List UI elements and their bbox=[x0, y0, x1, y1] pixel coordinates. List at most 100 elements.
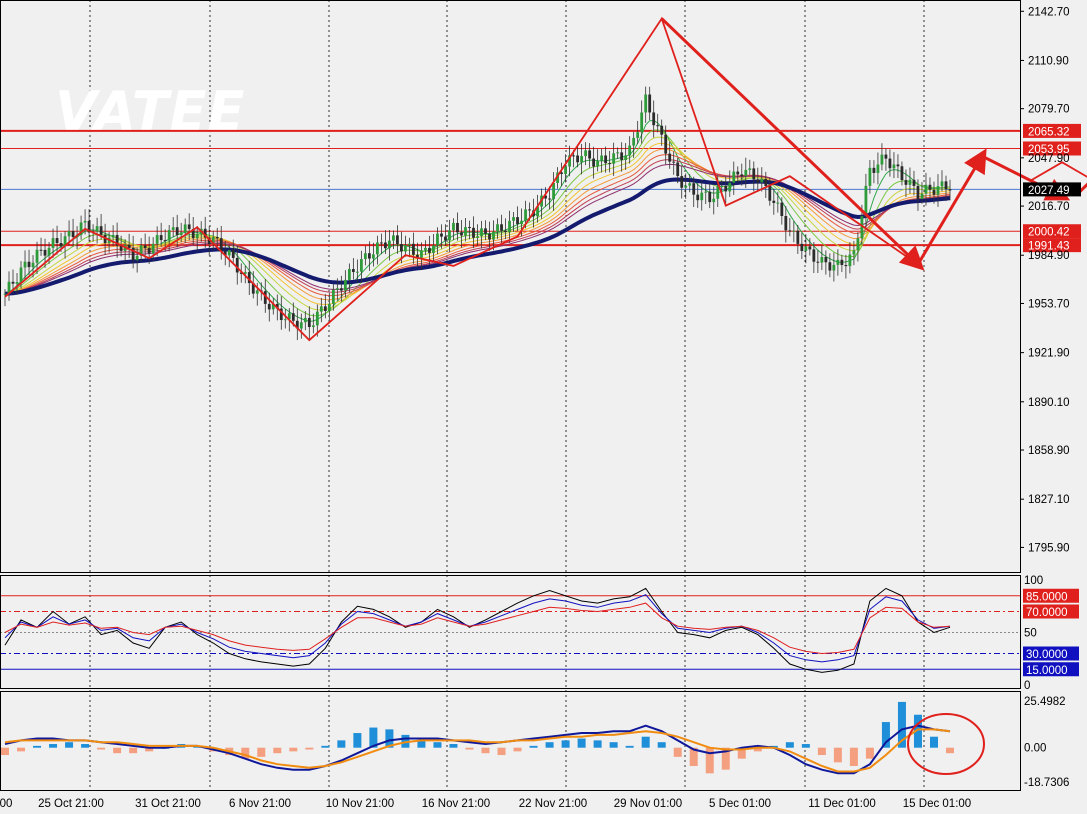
candle-body-135 bbox=[544, 195, 547, 199]
x-tick-label-7: 29 Nov 01:00 bbox=[614, 798, 682, 810]
candle-body-36 bbox=[147, 248, 151, 254]
candle-body-122 bbox=[492, 231, 495, 240]
candle-body-4 bbox=[19, 267, 23, 283]
candle-body-97 bbox=[392, 235, 395, 241]
macd-bar-26 bbox=[417, 740, 426, 748]
macd-bar-50 bbox=[801, 744, 810, 748]
macd-bar-38 bbox=[609, 742, 618, 748]
macd-bar-39 bbox=[625, 745, 634, 748]
macd-bar-42 bbox=[673, 747, 682, 757]
candle-body-81 bbox=[327, 303, 331, 311]
candle-body-175 bbox=[704, 191, 708, 193]
candle-body-33 bbox=[135, 255, 139, 261]
candle-body-100 bbox=[404, 245, 407, 252]
candle-body-75 bbox=[303, 317, 307, 323]
candle-body-226 bbox=[908, 179, 912, 185]
candle-body-137 bbox=[552, 182, 555, 200]
candle-body-104 bbox=[420, 250, 423, 258]
candle-body-121 bbox=[488, 233, 491, 240]
candle-body-112 bbox=[452, 222, 455, 231]
candle-body-10 bbox=[43, 249, 47, 256]
candle-body-83 bbox=[335, 288, 339, 290]
candle-body-183 bbox=[736, 171, 740, 175]
macd-bar-35 bbox=[561, 740, 570, 748]
candle-body-143 bbox=[576, 155, 580, 163]
price-tick-label-0: 2142.70 bbox=[1028, 6, 1070, 18]
x-tick-label-6: 22 Nov 21:00 bbox=[519, 798, 587, 810]
candle-body-115 bbox=[464, 227, 467, 236]
candle-body-126 bbox=[508, 220, 511, 233]
candle-body-119 bbox=[480, 228, 483, 237]
candle-body-43 bbox=[175, 227, 179, 235]
x-tick-label-3: 6 Nov 21:00 bbox=[229, 798, 291, 810]
candle-body-192 bbox=[772, 200, 776, 203]
candle-body-225 bbox=[904, 180, 908, 185]
macd-bar-51 bbox=[817, 747, 826, 756]
candle-body-136 bbox=[548, 198, 551, 200]
macd-bar-55 bbox=[881, 722, 890, 748]
candle-body-85 bbox=[343, 279, 347, 291]
candle-body-216 bbox=[868, 167, 872, 186]
candle-body-9 bbox=[39, 249, 43, 251]
candle-body-73 bbox=[295, 320, 299, 329]
panel-frame-1 bbox=[0, 575, 1021, 689]
candle-body-236 bbox=[948, 189, 952, 191]
candle-body-128 bbox=[516, 217, 519, 225]
candle-body-198 bbox=[796, 230, 800, 244]
candle-body-229 bbox=[920, 193, 924, 199]
candle-body-191 bbox=[768, 185, 772, 201]
candle-body-41 bbox=[167, 230, 171, 241]
macd-bar-17 bbox=[273, 747, 282, 754]
candle-body-77 bbox=[311, 325, 315, 328]
candle-body-223 bbox=[896, 164, 900, 167]
candle-body-117 bbox=[472, 227, 475, 238]
osc-tick-label-0: 100 bbox=[1024, 575, 1043, 587]
candle-body-50 bbox=[203, 228, 207, 238]
candle-body-11 bbox=[47, 247, 51, 256]
macd-bar-30 bbox=[481, 747, 490, 754]
price-tick-label-5: 1984.90 bbox=[1028, 250, 1070, 262]
macd-bar-28 bbox=[449, 744, 458, 748]
candle-body-113 bbox=[456, 222, 459, 233]
level-label-3: 2000.42 bbox=[1028, 227, 1070, 239]
candle-body-12 bbox=[51, 238, 55, 248]
candle-body-65 bbox=[263, 291, 267, 304]
macd-bar-45 bbox=[721, 747, 730, 770]
candle-body-218 bbox=[876, 164, 880, 173]
candle-body-186 bbox=[748, 168, 752, 170]
candle-body-53 bbox=[215, 237, 219, 239]
candle-body-19 bbox=[79, 222, 83, 235]
macd-signal-series bbox=[4, 728, 951, 773]
candle-body-171 bbox=[688, 183, 692, 186]
macd-bar-43 bbox=[689, 747, 698, 767]
candle-body-2 bbox=[11, 281, 15, 284]
candle-body-29 bbox=[119, 245, 123, 251]
osc-tick-label-2: 0 bbox=[1024, 680, 1030, 692]
candle-body-170 bbox=[684, 185, 688, 188]
macd-bar-8 bbox=[129, 747, 138, 754]
candle-body-165 bbox=[664, 134, 668, 154]
macd-bar-29 bbox=[465, 747, 474, 750]
candle-body-57 bbox=[231, 250, 235, 258]
candle-body-108 bbox=[436, 233, 439, 246]
candle-body-179 bbox=[720, 186, 724, 188]
macd-bar-4 bbox=[65, 742, 74, 748]
candle-body-189 bbox=[760, 178, 764, 183]
macd-bar-15 bbox=[241, 747, 250, 759]
candle-body-110 bbox=[444, 236, 447, 241]
candle-body-150 bbox=[604, 155, 608, 164]
candle-body-32 bbox=[131, 247, 135, 261]
level-label-bg-2 bbox=[1023, 182, 1081, 197]
candle-body-173 bbox=[696, 194, 700, 201]
candle-body-54 bbox=[219, 238, 223, 252]
candle-body-15 bbox=[63, 236, 67, 247]
price-tick-label-10: 1827.10 bbox=[1028, 494, 1070, 506]
oscillator-panel bbox=[0, 587, 1020, 673]
candle-body-59 bbox=[239, 272, 243, 274]
candle-body-168 bbox=[676, 162, 680, 177]
candle-body-174 bbox=[700, 192, 704, 201]
candle-body-82 bbox=[331, 289, 335, 304]
level-label-bg-4 bbox=[1023, 238, 1081, 253]
candle-body-221 bbox=[888, 158, 892, 169]
